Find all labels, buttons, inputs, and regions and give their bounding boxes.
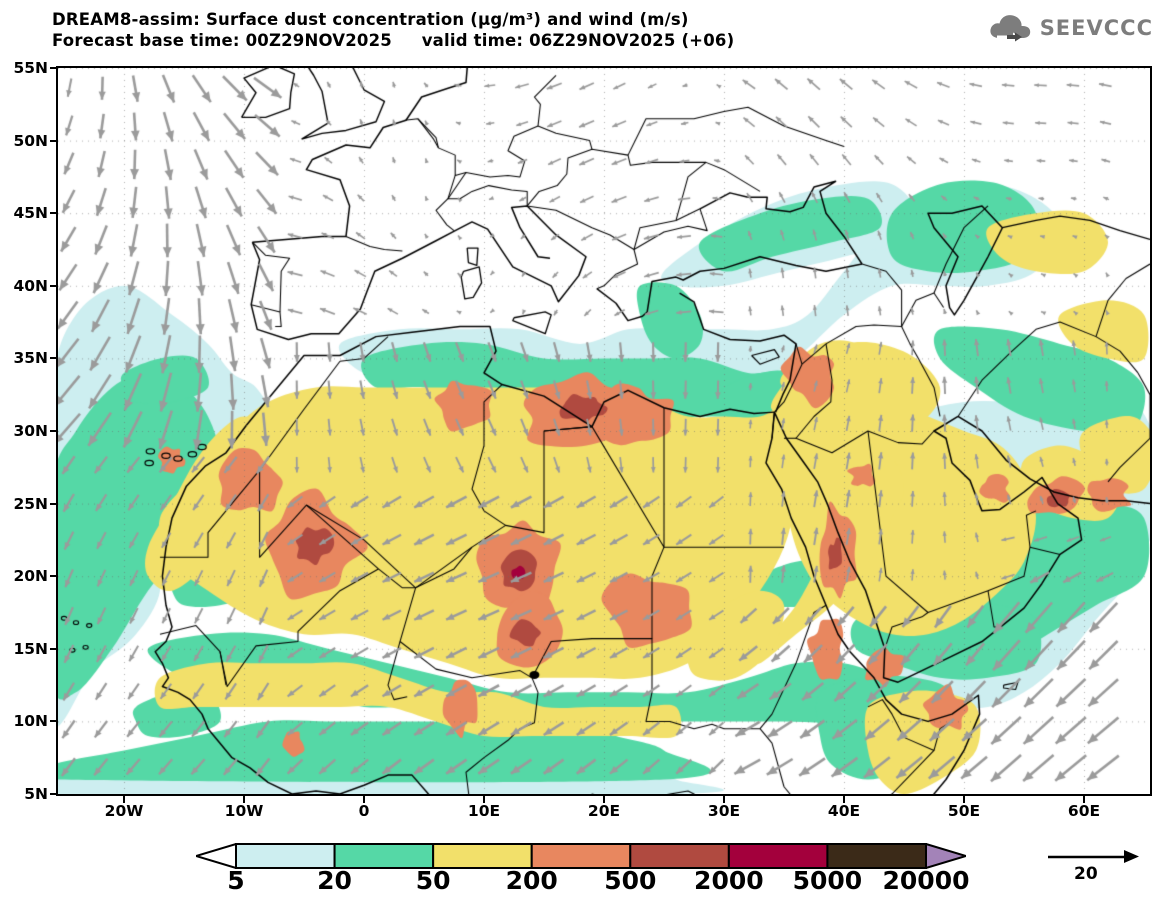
colorbar-tick-label: 20: [317, 866, 352, 895]
x-tick-mark: [603, 796, 605, 803]
map-raster: [58, 68, 1150, 794]
y-tick-label: 35N: [13, 349, 48, 368]
logo-text: SEEVCCC: [1039, 16, 1153, 40]
cloud-arrow-icon: [990, 15, 1030, 42]
y-tick-mark: [50, 575, 57, 578]
x-tick-mark: [363, 796, 365, 803]
x-tick-mark: [723, 796, 725, 803]
colorbar-band: [333, 843, 435, 869]
colorbar-over-arrow: [925, 842, 970, 870]
forecast-time-subtitle: Forecast base time: 00Z29NOV2025 valid t…: [52, 31, 735, 50]
chart-header: DREAM8-assim: Surface dust concentration…: [0, 0, 1165, 60]
colorbar-tick-label: 50: [415, 866, 451, 895]
colorbar-band: [432, 843, 533, 869]
colorbar-tick-label: 500: [604, 866, 657, 895]
x-tick-mark: [1083, 796, 1085, 803]
colorbar-under-arrow: [192, 842, 237, 870]
colorbar-tick-label: 20000: [882, 866, 970, 895]
colorbar-tick-labels: 5 20 50 200 500 2000 5000 20000: [0, 866, 1165, 900]
x-tick-label: 40E: [827, 802, 861, 820]
y-tick-label: 50N: [13, 131, 48, 150]
x-tick-label: 30E: [707, 802, 741, 820]
colorbar-tick-label: 5: [227, 866, 245, 895]
x-tick-label: 60E: [1067, 802, 1101, 820]
wind-scale-key: [1046, 845, 1146, 893]
x-tick-label: 0: [358, 802, 370, 820]
x-tick-label: 20W: [104, 802, 144, 820]
wind-reference-arrow-icon: [1048, 850, 1139, 863]
y-tick-mark: [50, 647, 57, 650]
colorbar-tick-label: 200: [505, 866, 558, 895]
y-tick-label: 30N: [13, 422, 48, 440]
y-tick-mark: [50, 793, 57, 795]
colorbar-band: [826, 843, 928, 869]
x-tick-label: 50E: [947, 802, 981, 820]
wind-scale-value: 20: [1074, 864, 1098, 884]
x-tick-mark: [843, 796, 845, 803]
colorbar: [192, 842, 970, 870]
y-tick-mark: [50, 502, 57, 505]
y-tick-label: 55N: [13, 59, 48, 77]
y-tick-label: 5N: [24, 785, 48, 803]
colorbar-tick-label: 5000: [792, 866, 863, 895]
colorbar-band: [629, 843, 730, 869]
colorbar-band: [530, 843, 632, 869]
y-tick-label: 15N: [13, 639, 48, 658]
y-tick-mark: [50, 139, 57, 142]
y-tick-mark: [50, 212, 57, 215]
page-title: DREAM8-assim: Surface dust concentration…: [52, 10, 689, 29]
y-tick-mark: [50, 67, 57, 69]
y-tick-mark: [50, 430, 57, 432]
x-tick-mark: [243, 796, 245, 803]
x-tick-mark: [123, 796, 125, 803]
x-tick-label: 20E: [587, 802, 621, 820]
x-tick-label: 10W: [224, 802, 264, 820]
y-tick-label: 40N: [13, 276, 48, 295]
colorbar-band: [727, 843, 829, 869]
colorbar-band: [235, 843, 336, 869]
y-tick-label: 45N: [13, 204, 48, 223]
y-tick-mark: [50, 720, 57, 723]
colorbar-tick-label: 2000: [694, 866, 764, 895]
y-tick-label: 20N: [13, 567, 48, 586]
x-tick-label: 10E: [467, 802, 501, 820]
x-tick-mark: [483, 796, 485, 803]
dust-concentration-map: [56, 66, 1152, 796]
y-tick-label: 10N: [13, 712, 48, 731]
y-tick-mark: [50, 284, 57, 287]
seevccc-logo: SEEVCCC: [987, 12, 1153, 44]
y-tick-mark: [50, 357, 57, 360]
y-tick-label: 25N: [13, 494, 48, 513]
x-tick-mark: [963, 796, 965, 803]
